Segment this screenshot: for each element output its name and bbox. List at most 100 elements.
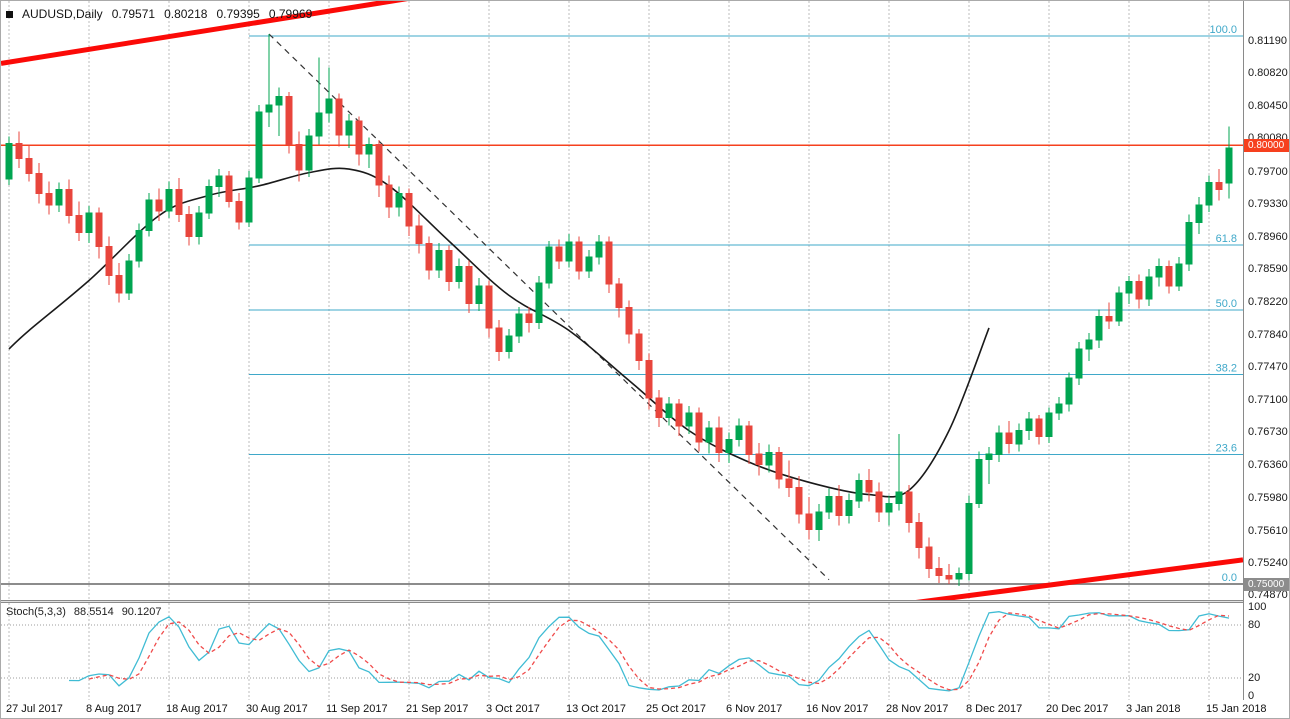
candle-body	[945, 574, 953, 580]
fib-label: 0.0	[1222, 572, 1237, 584]
candle-body	[275, 95, 283, 106]
trendline	[915, 557, 1243, 600]
price-axis-label: 0.79700	[1248, 165, 1288, 178]
candle-body	[285, 95, 293, 146]
candle-body	[515, 313, 523, 337]
stoch-axis-label: 100	[1248, 601, 1267, 613]
fib-label: 61.8	[1216, 233, 1237, 245]
stochastic-chart-canvas[interactable]	[1, 603, 1243, 700]
candle-body	[215, 175, 223, 188]
stochastic-panel[interactable]: Stoch(5,3,3) 88.5514 90.1207	[1, 603, 1243, 700]
price-axis-label: 0.75610	[1248, 524, 1288, 537]
candle-body	[665, 403, 673, 418]
horizontal-lines	[1, 144, 1243, 586]
candle-body	[965, 502, 973, 575]
candle-body	[1025, 418, 1033, 432]
candle-body	[475, 285, 483, 304]
date-label: 21 Sep 2017	[406, 703, 469, 715]
price-axis-label: 0.79330	[1248, 198, 1288, 211]
trendline	[1, 1, 409, 66]
candle-body	[635, 333, 643, 361]
candle-body	[185, 214, 193, 238]
candle-body	[175, 188, 183, 216]
candle-body	[55, 188, 63, 206]
time-axis[interactable]: 27 Jul 2017 8 Aug 2017 18 Aug 2017 30 Aug 2…	[1, 700, 1267, 718]
candle-body	[895, 491, 903, 504]
candle-body	[45, 193, 53, 206]
price-axis-label: 0.78590	[1248, 263, 1288, 276]
candle-body	[835, 495, 843, 517]
candle-body	[1095, 316, 1103, 341]
price-axis-label: 0.75240	[1248, 557, 1288, 570]
fib-label: 38.2	[1216, 363, 1237, 375]
fib-label: 100.0	[1209, 24, 1237, 36]
candle-body	[1065, 377, 1073, 405]
dashed-trendline	[268, 33, 830, 581]
price-axis-label: 0.80450	[1248, 99, 1288, 112]
candle-body	[205, 186, 213, 214]
candle-body	[805, 513, 813, 531]
price-axis-label: 0.77470	[1248, 361, 1288, 374]
date-label: 8 Dec 2017	[966, 703, 1023, 715]
candle-body	[105, 245, 113, 276]
candle-body	[75, 215, 83, 233]
chart-title: AUDUSD,Daily 0.79571 0.80218 0.79395 0.7…	[6, 7, 312, 21]
candle-body	[725, 438, 733, 453]
candle-body	[345, 120, 353, 136]
price-axis[interactable]: 0.811900.808200.804500.800800.797000.793…	[1243, 1, 1289, 702]
candle-body	[995, 432, 1003, 455]
indicator-label: Stoch(5,3,3) 88.5514 90.1207	[6, 606, 161, 618]
candle-body	[1165, 266, 1173, 287]
fibonacci-levels: 100.0 61.8 50.0 38.2 23.6 0.0	[249, 24, 1243, 585]
stoch-axis-label: 0	[1248, 690, 1255, 702]
candle-body	[5, 143, 13, 180]
candle-body	[545, 246, 553, 284]
candle-body	[395, 193, 403, 208]
price-axis-label: 0.81190	[1248, 35, 1287, 48]
price-chart-panel[interactable]: 100.0 61.8 50.0 38.2 23.6 0.0 AUDUSD,Daily 0.…	[1, 1, 1243, 600]
candle-body	[625, 307, 633, 335]
price-axis-label: 0.76360	[1248, 458, 1288, 471]
date-label: 30 Aug 2017	[246, 703, 308, 715]
date-label: 28 Nov 2017	[886, 703, 949, 715]
candlestick-chart-canvas[interactable]: 100.0 61.8 50.0 38.2 23.6 0.0	[1, 1, 1243, 600]
date-label: 8 Aug 2017	[86, 703, 142, 715]
price-axis-label: 0.77840	[1248, 328, 1288, 341]
candle-body	[975, 459, 983, 504]
date-label: 20 Dec 2017	[1046, 703, 1109, 715]
candle-body	[375, 144, 383, 186]
date-label: 13 Oct 2017	[566, 703, 626, 715]
candle-body	[915, 522, 923, 548]
price-axis-label: 0.76730	[1248, 426, 1288, 439]
date-label: 15 Jan 2018	[1206, 703, 1267, 715]
close-value: 0.79969	[268, 7, 313, 21]
panel-separator[interactable]	[1, 600, 1289, 603]
price-axis-label: 0.78960	[1248, 230, 1288, 243]
open-value: 0.79571	[111, 7, 156, 21]
candle-body	[1055, 403, 1063, 414]
candle-body	[565, 241, 573, 262]
candle-body	[875, 491, 883, 513]
candle-body	[385, 184, 393, 208]
fib-label: 23.6	[1216, 443, 1237, 455]
candle-body	[655, 397, 663, 418]
candle-body	[675, 403, 683, 427]
candle-body	[1195, 204, 1203, 224]
indicator-name: Stoch(5,3,3)	[6, 606, 66, 618]
low-value: 0.79395	[216, 7, 260, 21]
price-badge[interactable]: 0.75000	[1244, 577, 1289, 591]
indicator-d-value: 90.1207	[121, 606, 162, 618]
candle-body	[775, 452, 783, 480]
candle-body	[95, 212, 103, 247]
candle-body	[415, 225, 423, 245]
price-axis-label: 0.80820	[1248, 67, 1288, 80]
price-badge[interactable]: 0.80000	[1244, 138, 1289, 152]
candle-body	[135, 230, 143, 262]
candle-body	[795, 487, 803, 515]
candle-body	[1015, 430, 1023, 445]
date-label: 18 Aug 2017	[166, 703, 228, 715]
candle-body	[25, 158, 33, 175]
price-axis-label: 0.77100	[1248, 393, 1288, 406]
candle-body	[1045, 412, 1053, 438]
date-label: 3 Oct 2017	[486, 703, 540, 715]
